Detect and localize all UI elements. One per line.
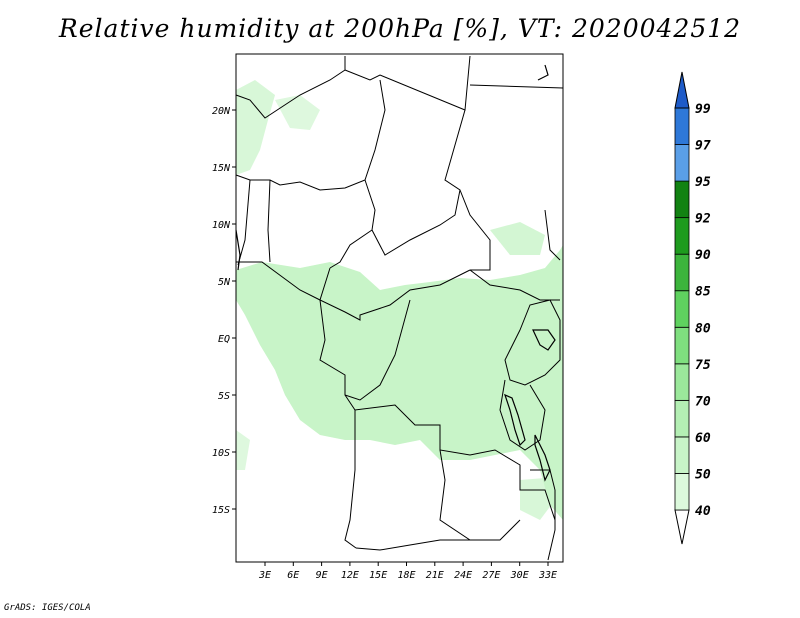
colorbar-label: 92	[695, 212, 711, 227]
colorbar-box	[674, 217, 690, 255]
colorbar-label: 90	[695, 248, 711, 263]
lon-tick-label: 6E	[287, 570, 299, 581]
colorbar-upper-arrow	[674, 71, 690, 109]
lat-tick-label: 10S	[212, 448, 230, 459]
colorbar-label: 85	[695, 285, 711, 300]
lon-tick-label: 24E	[454, 570, 472, 581]
colorbar-label: 95	[695, 175, 711, 190]
lat-tick-label: EQ	[218, 334, 230, 345]
map-frame	[235, 53, 564, 563]
longitude-axis: 3E 6E 9E 12E 15E 18E 21E 24E 27E 30E 33E	[258, 562, 557, 581]
colorbar: 40 50 60 70 75 80 85 90 92 95 97 99	[674, 71, 711, 545]
map-title: Relative humidity at 200hPa [%], VT: 202…	[58, 14, 742, 43]
humidity-region-nw	[275, 95, 320, 130]
colorbar-label: 75	[695, 358, 711, 373]
colorbar-label: 60	[695, 431, 711, 446]
humidity-shading	[236, 80, 563, 520]
lon-tick-label: 27E	[482, 570, 500, 581]
lon-tick-label: 9E	[316, 570, 328, 581]
grads-credit: GrADS: IGES/COLA	[4, 603, 91, 613]
lon-tick-label: 33E	[538, 570, 557, 581]
coastlines-and-lakes	[235, 64, 556, 482]
country-borders	[235, 55, 564, 561]
humidity-region-sw	[236, 430, 250, 470]
colorbar-box	[674, 180, 690, 219]
colorbar-box	[674, 473, 690, 511]
colorbar-label: 70	[695, 394, 711, 409]
colorbar-box	[674, 399, 690, 438]
lon-tick-label: 12E	[341, 570, 359, 581]
humidity-region-central	[236, 245, 563, 520]
colorbar-box	[674, 253, 690, 292]
colorbar-box	[674, 107, 690, 145]
colorbar-box	[674, 363, 690, 401]
colorbar-label: 99	[695, 102, 711, 117]
colorbar-label: 50	[695, 467, 711, 482]
lat-tick-label: 10N	[212, 220, 231, 231]
lat-tick-label: 5N	[218, 277, 231, 288]
colorbar-label: 80	[695, 321, 711, 336]
humidity-region-ne	[490, 222, 545, 255]
colorbar-label: 97	[695, 139, 711, 154]
lon-tick-label: 21E	[426, 570, 444, 581]
lon-tick-label: 18E	[397, 570, 415, 581]
colorbar-box	[674, 436, 690, 474]
colorbar-box	[674, 144, 690, 182]
latitude-axis: 20N 15N 10N 5N EQ 5S 10S 15S	[212, 106, 236, 516]
lat-tick-label: 15N	[212, 163, 231, 174]
lat-tick-label: 15S	[212, 505, 230, 516]
colorbar-box	[674, 290, 690, 328]
colorbar-box	[674, 326, 690, 365]
humidity-region-se	[520, 478, 555, 520]
lat-tick-label: 20N	[212, 106, 231, 117]
lon-tick-label: 30E	[510, 570, 529, 581]
lon-tick-label: 3E	[258, 570, 271, 581]
lon-tick-label: 15E	[369, 570, 387, 581]
humidity-region-north	[236, 80, 275, 175]
lat-tick-label: 5S	[218, 391, 230, 402]
colorbar-lower-arrow	[674, 509, 690, 545]
colorbar-label: 40	[695, 504, 711, 519]
